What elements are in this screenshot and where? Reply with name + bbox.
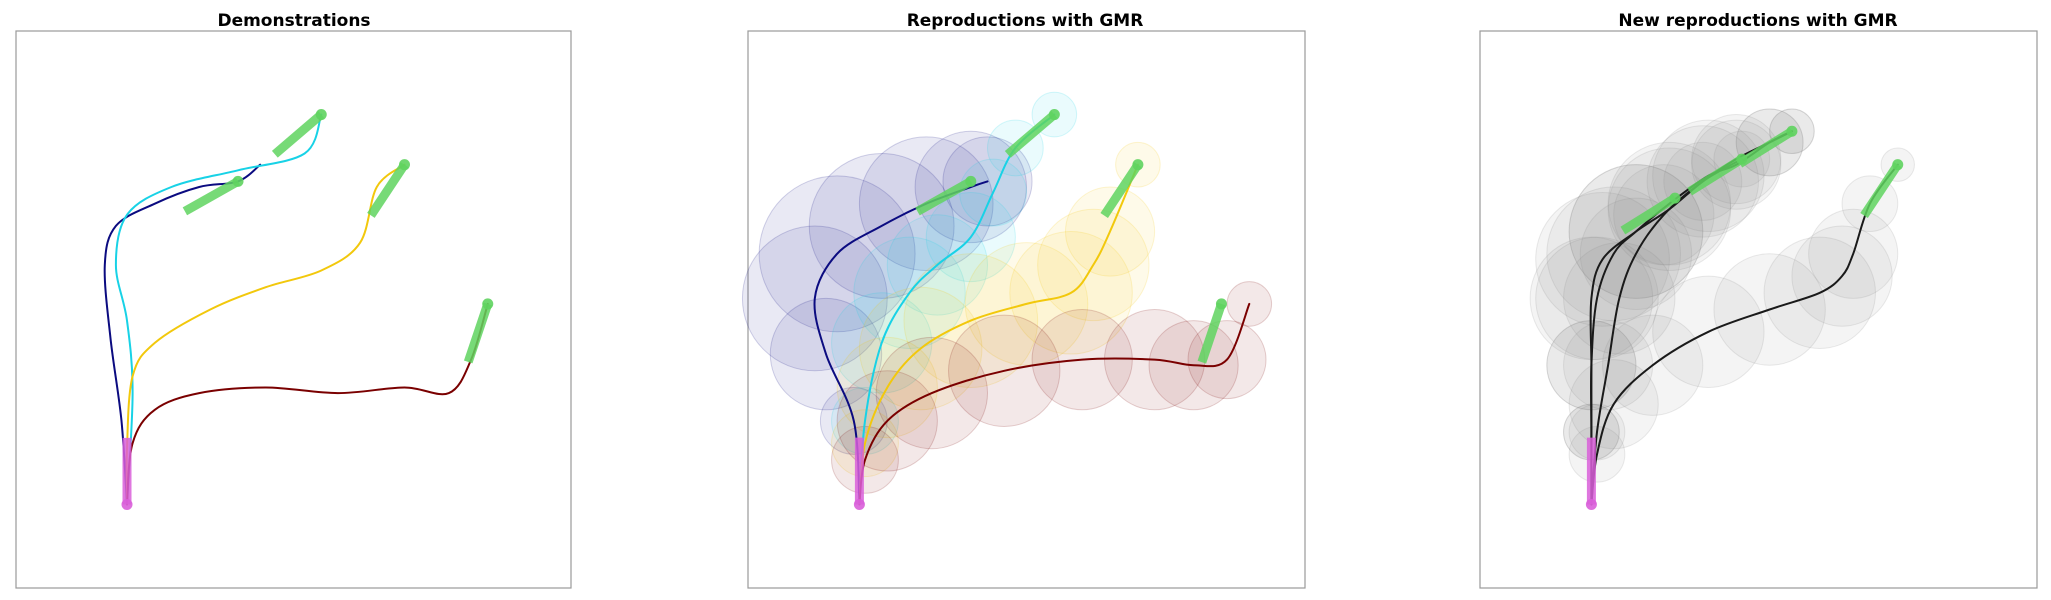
goal-frame-point [1215, 298, 1227, 310]
goal-frame-bar [1860, 162, 1902, 219]
panel-new-reproductions-gmr: New reproductions with GMR [1479, 11, 2038, 589]
goal-frame-point [1892, 159, 1904, 171]
goal-frame-point [315, 109, 327, 121]
goal-frame-bar [463, 302, 493, 364]
goal-frame-bar [915, 177, 974, 216]
goal-frame-bar [182, 177, 241, 216]
panel-reproductions-gmr: Reproductions with GMR [741, 11, 1306, 589]
goal-frame-bar [1687, 155, 1745, 196]
goal-frame-bar [271, 111, 325, 158]
goal-frame-point [1786, 125, 1798, 137]
goal-frame-point [965, 175, 977, 187]
plot-marks [741, 91, 1273, 510]
goal-frame-point [232, 175, 244, 187]
goal-frame-point [1736, 153, 1748, 165]
trajectory-line [858, 163, 1139, 506]
plot-frame [1479, 30, 2038, 589]
goal-frame-bar [1620, 194, 1678, 235]
trajectory-line [114, 113, 323, 506]
panel-title: Reproductions with GMR [907, 11, 1144, 31]
trajectory-line [858, 113, 1056, 506]
goal-frame-point [399, 159, 410, 171]
goal-frame-point [1048, 109, 1060, 121]
frames [1585, 125, 1904, 510]
panel-title: Demonstrations [217, 11, 370, 31]
goal-frame-bar [1737, 127, 1795, 168]
plot-frame [747, 30, 1306, 589]
plot-marks [1529, 108, 1915, 510]
trajectory-line [1590, 163, 1899, 506]
trajectory-line [858, 302, 1251, 506]
goal-frame-point [1132, 159, 1144, 171]
start-frame-point [121, 498, 133, 510]
frames [853, 109, 1227, 510]
trajectory-line [125, 163, 406, 506]
goal-frame-bar [1004, 111, 1058, 158]
plot-marks [103, 109, 494, 510]
trajectory-line [126, 302, 489, 506]
trajectories [103, 113, 489, 506]
goal-frame-point [1669, 192, 1681, 204]
plot-frame [15, 30, 572, 589]
goal-frame-bar [367, 162, 409, 218]
frames [121, 109, 494, 510]
start-frame-point [1585, 498, 1597, 510]
covariance-bands [1529, 108, 1915, 483]
panel-demonstrations: Demonstrations [15, 11, 572, 589]
trajectory-line [103, 163, 262, 506]
goal-frame-bar [1197, 302, 1226, 364]
goal-frame-bar [1100, 162, 1142, 219]
start-frame-point [853, 498, 865, 510]
goal-frame-point [482, 298, 494, 310]
panel-title: New reproductions with GMR [1618, 11, 1897, 31]
